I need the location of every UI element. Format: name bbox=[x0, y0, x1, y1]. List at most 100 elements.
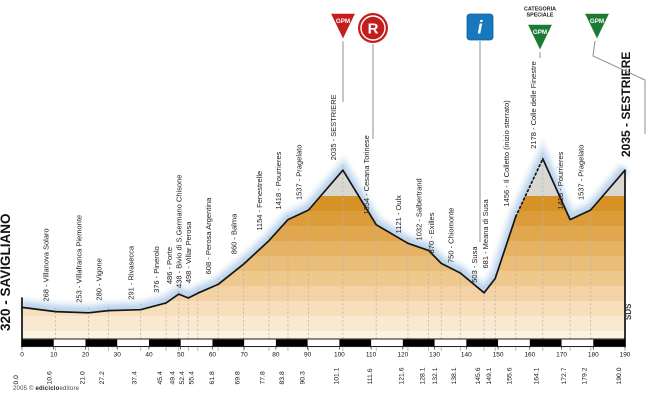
copyright-publisher-rest: editore bbox=[59, 386, 80, 392]
sds-logo: SDS bbox=[624, 303, 633, 320]
info-label: i bbox=[477, 18, 483, 38]
gpm-label: GPM bbox=[533, 29, 547, 36]
info-square bbox=[466, 13, 494, 41]
band-orange bbox=[22, 256, 625, 271]
scale-bar-black-segment bbox=[593, 339, 626, 346]
distance-label: 172.7 bbox=[561, 367, 568, 384]
distance-label: 0.0 bbox=[13, 375, 20, 385]
finish-label: 2035 - SESTRIERE bbox=[619, 52, 633, 157]
distance-label: 128.1 bbox=[419, 367, 426, 384]
distance-label: 77.8 bbox=[260, 371, 267, 384]
distance-label: 69.8 bbox=[234, 371, 241, 384]
distance-label: 121.6 bbox=[399, 367, 406, 384]
waypoint-label: 1154 - Fenestrelle bbox=[255, 171, 264, 231]
band-base bbox=[22, 331, 625, 339]
waypoint-label: 681 - Meana di Susa bbox=[481, 198, 490, 268]
waypoint-label: 503 - Susa bbox=[470, 246, 479, 283]
km-tick-label: 50 bbox=[177, 352, 185, 359]
km-tick-label: 20 bbox=[82, 352, 90, 359]
waypoint-label: 750 - Chiomonte bbox=[446, 208, 455, 263]
km-tick-label: 80 bbox=[272, 352, 280, 359]
waypoint-label: 608 - Perosa Argentina bbox=[204, 197, 213, 275]
distance-label: 55.4 bbox=[189, 371, 196, 384]
distance-label: 138.1 bbox=[451, 367, 458, 384]
waypoint-label: 376 - Pinerolo bbox=[152, 246, 161, 293]
km-tick-label: 70 bbox=[241, 352, 249, 359]
km-tick-label: 120 bbox=[397, 352, 408, 359]
waypoint-labels: 320 - SAVIGLIANO 268 - Villanova Solaro 25… bbox=[0, 52, 633, 331]
band-orange bbox=[22, 316, 625, 331]
scale-bar-black-segment bbox=[339, 339, 372, 346]
distance-label: 49.4 bbox=[170, 371, 177, 384]
distance-label: 37.4 bbox=[131, 371, 138, 384]
km-tick-label: 0 bbox=[20, 352, 24, 359]
copyright-text: 2005 © edicicloeditore bbox=[13, 386, 79, 392]
gpm-label: GPM bbox=[336, 18, 350, 25]
waypoint-label: 291 - Rivasecca bbox=[127, 245, 136, 300]
start-label: 320 - SAVIGLIANO bbox=[0, 213, 13, 331]
distance-label: 155.6 bbox=[507, 367, 514, 384]
distance-label: 132.1 bbox=[432, 367, 439, 384]
feed-zone-icon: R bbox=[358, 13, 388, 43]
gpm-sestriere-2-icon-connector bbox=[592, 40, 646, 134]
info-icon: i bbox=[466, 13, 494, 41]
gpm-triangle bbox=[525, 23, 555, 53]
waypoint-label: 438 - Bivio di S.Germano Chisone bbox=[174, 175, 183, 288]
profile-line-sterrato-dotted bbox=[514, 157, 544, 218]
distance-label: 27.2 bbox=[99, 371, 106, 384]
km-tick-label: 180 bbox=[588, 352, 599, 359]
gpm-label: GPM bbox=[590, 18, 604, 25]
waypoint-label: 253 - Villafranca Piemonte bbox=[75, 215, 84, 303]
band-orange bbox=[22, 271, 625, 286]
waypoint-label: 2178 - Colle delle Finestre bbox=[529, 61, 538, 149]
waypoint-label: 870 - Exilles bbox=[427, 212, 436, 253]
waypoint-label: 2035 - SESTRIERE bbox=[329, 94, 338, 160]
km-tick-label: 140 bbox=[461, 352, 472, 359]
scale-bar-black-segment bbox=[85, 339, 118, 346]
feed-zone-ring bbox=[360, 15, 386, 41]
feed-zone-label: R bbox=[368, 21, 379, 38]
band-orange bbox=[22, 211, 625, 226]
distance-label: 83.8 bbox=[279, 371, 286, 384]
km-tick-label: 130 bbox=[429, 352, 440, 359]
distance-label: 149.1 bbox=[486, 367, 493, 384]
gpm-sestriere-2-icon: GPM bbox=[582, 12, 612, 42]
distance-label: 164.1 bbox=[534, 367, 541, 384]
distance-label: 52.4 bbox=[179, 371, 186, 384]
distance-label: 190.0 bbox=[616, 367, 623, 384]
distance-label: 179.2 bbox=[582, 367, 589, 384]
km-tick-label: 40 bbox=[145, 352, 153, 359]
profile-line-solid-final bbox=[541, 157, 626, 221]
gpm-triangle bbox=[582, 12, 612, 42]
waypoint-label: 1121 - Oulx bbox=[394, 195, 403, 233]
scale-bar-border bbox=[21, 338, 626, 348]
distance-labels: 0.0 10.6 21.0 27.2 37.4 45.4 49.4 52.4 55.4 61.8 6… bbox=[13, 347, 626, 385]
waypoint-label: 1354 - Cesana Torinese bbox=[362, 135, 371, 215]
band-orange bbox=[22, 196, 625, 211]
distance-label: 10.6 bbox=[46, 371, 53, 384]
distance-label: 101.1 bbox=[334, 367, 341, 384]
km-tick-label: 110 bbox=[366, 352, 377, 359]
profile-line-solid bbox=[21, 169, 517, 314]
waypoint-label: 1418 - Pourrieres bbox=[274, 151, 283, 209]
gpm-sestriere-1-icon: GPM bbox=[328, 12, 358, 42]
band-orange bbox=[22, 286, 625, 301]
scale-bar-black-segment bbox=[466, 339, 499, 346]
km-tick-label: 170 bbox=[556, 352, 567, 359]
waypoint-label: 1456 - Il Colletto (inizio sterrato) bbox=[502, 100, 511, 207]
gpm-triangle bbox=[328, 12, 358, 42]
distance-label: 90.3 bbox=[299, 371, 306, 384]
km-tick-label: 190 bbox=[620, 352, 631, 359]
waypoint-label: 498 - Villar Perosa bbox=[184, 221, 193, 283]
band-orange bbox=[22, 301, 625, 316]
scale-bar-black-segment bbox=[22, 339, 54, 346]
waypoint-label: 486 - Porte bbox=[165, 247, 174, 284]
km-tick-label: 150 bbox=[493, 352, 504, 359]
waypoint-label: 1537 - Pragelato bbox=[295, 145, 304, 200]
waypoint-label: 860 - Balma bbox=[230, 213, 239, 254]
distance-label: 45.4 bbox=[157, 371, 164, 384]
